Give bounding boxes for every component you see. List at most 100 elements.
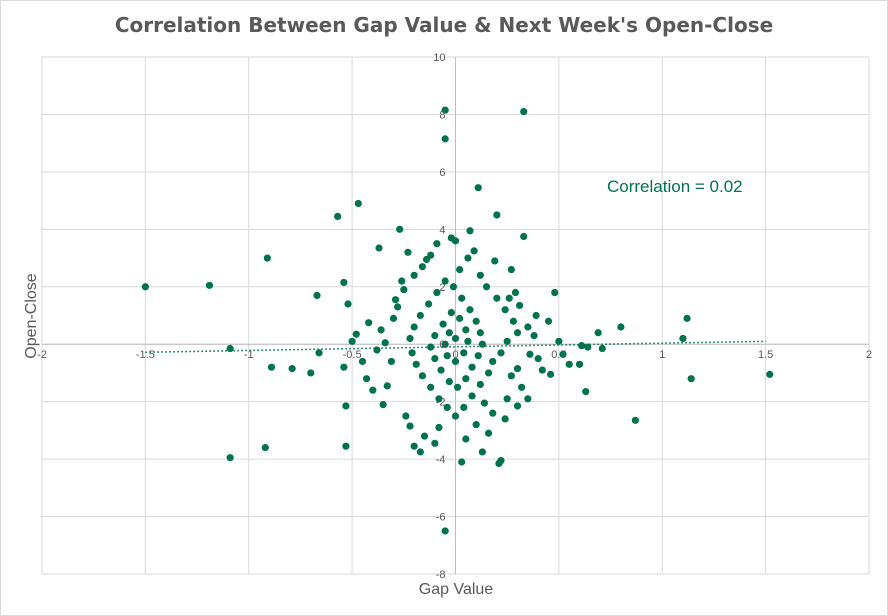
data-point bbox=[484, 369, 493, 377]
data-point bbox=[476, 380, 484, 389]
data-point bbox=[412, 360, 420, 368]
data-point bbox=[555, 337, 563, 345]
data-point bbox=[524, 395, 532, 403]
data-point bbox=[342, 402, 350, 410]
data-point bbox=[468, 392, 476, 400]
data-point bbox=[267, 363, 276, 371]
data-point bbox=[433, 240, 441, 248]
correlation-annotation: Correlation = 0.02 bbox=[607, 177, 743, 196]
data-point bbox=[460, 403, 468, 412]
y-tick-label: 0 bbox=[439, 339, 445, 351]
data-point bbox=[422, 255, 431, 264]
data-point bbox=[547, 370, 555, 378]
data-point bbox=[433, 288, 441, 297]
data-point bbox=[474, 184, 482, 192]
data-point bbox=[520, 107, 528, 116]
data-point bbox=[453, 383, 462, 391]
data-point bbox=[503, 395, 511, 403]
data-point bbox=[501, 415, 509, 423]
data-point bbox=[462, 435, 470, 443]
x-tick-label: 1.5 bbox=[758, 349, 773, 361]
y-tick-label: -8 bbox=[436, 569, 446, 581]
data-point bbox=[489, 409, 497, 417]
data-point bbox=[342, 442, 350, 450]
data-point bbox=[288, 365, 296, 373]
y-tick-label: 4 bbox=[439, 224, 445, 236]
data-point bbox=[365, 319, 373, 327]
data-point bbox=[416, 311, 424, 320]
data-point bbox=[141, 283, 149, 291]
data-point bbox=[313, 291, 321, 299]
data-point bbox=[507, 372, 515, 380]
data-point bbox=[478, 448, 486, 456]
data-point bbox=[441, 340, 449, 348]
data-point bbox=[398, 277, 406, 285]
data-point bbox=[582, 388, 590, 396]
trendline bbox=[145, 340, 766, 354]
data-point bbox=[437, 366, 445, 374]
data-point bbox=[480, 399, 489, 407]
data-point bbox=[509, 317, 517, 325]
data-point bbox=[396, 225, 404, 233]
data-point bbox=[497, 349, 505, 357]
data-point bbox=[518, 383, 526, 391]
data-point bbox=[400, 286, 408, 294]
data-point bbox=[565, 360, 573, 368]
data-point bbox=[443, 352, 451, 360]
data-point bbox=[431, 332, 439, 340]
data-point bbox=[451, 412, 460, 420]
data-point bbox=[425, 300, 433, 308]
data-point bbox=[456, 265, 464, 274]
data-points bbox=[141, 106, 774, 535]
data-point bbox=[362, 375, 371, 383]
y-tick-label: 6 bbox=[439, 167, 445, 179]
data-point bbox=[431, 439, 439, 447]
data-point bbox=[462, 326, 470, 334]
data-point bbox=[470, 247, 478, 255]
x-tick-label: -1.5 bbox=[136, 349, 155, 361]
data-point bbox=[503, 337, 511, 345]
data-point bbox=[435, 423, 443, 432]
data-point bbox=[447, 309, 455, 317]
data-point bbox=[497, 456, 505, 465]
data-point bbox=[226, 344, 234, 353]
tick-labels: -2 -1.5 -1 -0.5 0 0.5 1 1.5 2 -8 -6 -4 -2 0 2 4 6 8 10 bbox=[37, 52, 872, 581]
data-point bbox=[451, 334, 460, 343]
y-tick-label: 8 bbox=[439, 109, 445, 121]
data-point bbox=[476, 329, 484, 337]
data-point bbox=[404, 248, 412, 256]
data-point bbox=[420, 432, 429, 440]
data-point bbox=[416, 448, 424, 456]
data-point bbox=[513, 402, 522, 410]
x-axis-title: Gap Value bbox=[419, 581, 494, 598]
data-point bbox=[389, 314, 398, 322]
data-point bbox=[410, 442, 418, 450]
data-point bbox=[493, 211, 501, 219]
data-point bbox=[406, 334, 414, 343]
data-point bbox=[418, 372, 427, 380]
axes bbox=[42, 57, 869, 574]
y-tick-label: 10 bbox=[433, 52, 445, 64]
trendline-layer bbox=[145, 340, 766, 354]
data-point bbox=[443, 403, 451, 412]
y-tick-label: -6 bbox=[436, 512, 446, 524]
x-tick-label: 0 bbox=[452, 349, 458, 361]
data-point bbox=[679, 334, 687, 343]
data-point bbox=[261, 444, 269, 452]
x-tick-label: -1 bbox=[244, 349, 254, 361]
data-point bbox=[458, 458, 466, 466]
data-point bbox=[460, 349, 468, 357]
data-point bbox=[406, 422, 414, 430]
data-point bbox=[383, 382, 391, 390]
data-point bbox=[373, 346, 381, 354]
data-point bbox=[307, 369, 315, 377]
data-point bbox=[410, 271, 418, 279]
data-point bbox=[344, 300, 352, 308]
data-point bbox=[594, 329, 602, 337]
data-point bbox=[538, 366, 546, 374]
x-tick-label: 2 bbox=[866, 349, 872, 361]
data-point bbox=[441, 106, 449, 114]
data-point bbox=[472, 317, 480, 325]
data-point bbox=[464, 337, 472, 345]
